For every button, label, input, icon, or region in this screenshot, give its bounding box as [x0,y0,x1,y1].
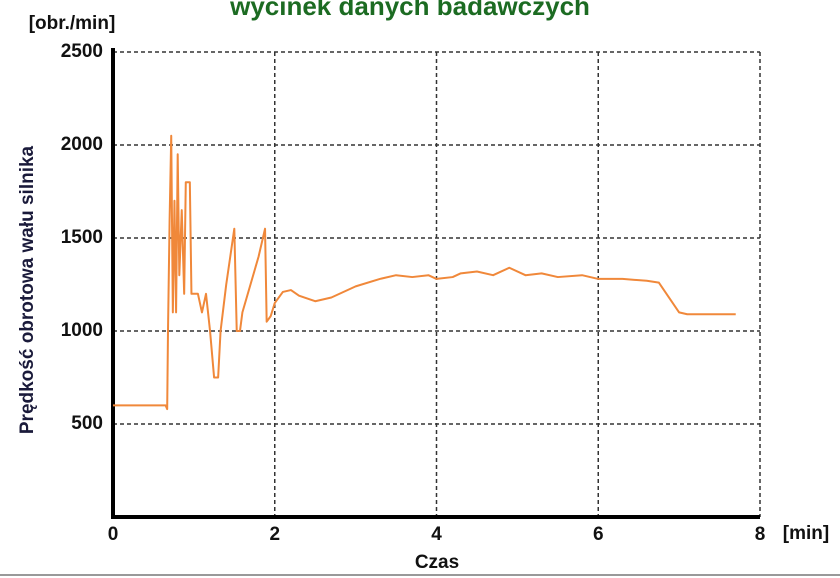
y-unit: [obr./min] [29,13,116,34]
x-axis-label: Czas [415,552,459,573]
x-tick-label: 2 [269,524,280,545]
chart-title: wycinek danych badawczych [229,0,590,21]
y-tick-label: 2500 [61,41,103,62]
y-tick-label: 2000 [61,134,103,155]
x-tick-label: 0 [108,524,119,545]
data-line [113,134,736,411]
x-unit: [min] [783,523,829,544]
y-tick-label: 1000 [61,320,103,341]
x-tick-label: 4 [431,524,442,545]
x-tick-label: 6 [593,524,604,545]
y-tick-label: 500 [71,413,103,434]
x-tick-label: 8 [755,524,766,545]
y-axis-label: Prędkość obrotowa wału silnika [17,145,38,434]
y-tick-label: 1500 [61,227,103,248]
